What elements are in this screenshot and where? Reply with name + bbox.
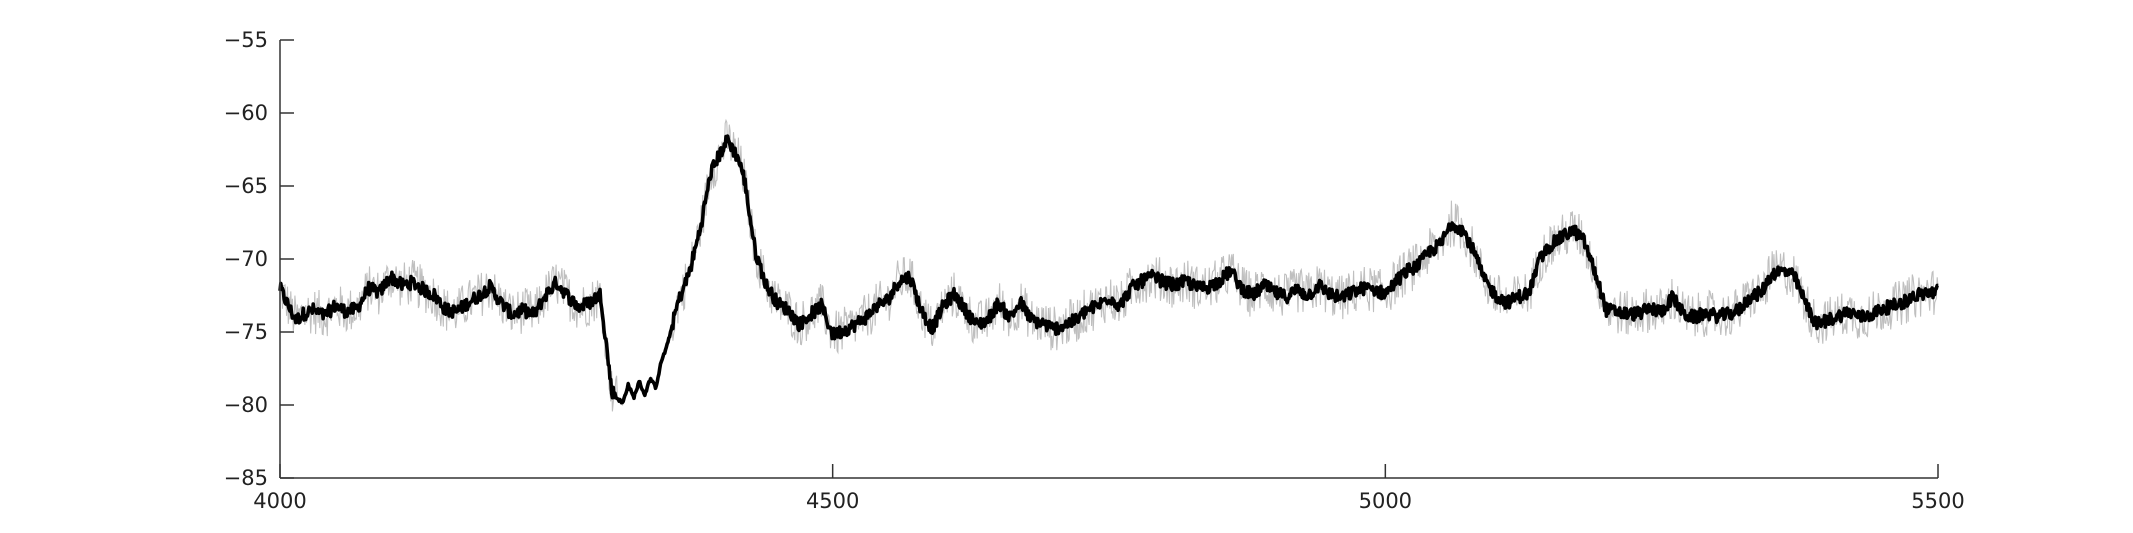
x-tick-label: 5500 [1911, 489, 1964, 513]
y-tick-label: −65 [224, 174, 268, 198]
series-line [278, 134, 1939, 405]
y-axis-ticks: −55 −60 −65 −70 −75 −80 −85 [224, 28, 294, 490]
axes [279, 40, 1938, 479]
x-tick-label: 5000 [1359, 489, 1412, 513]
x-tick-label: 4000 [253, 489, 306, 513]
y-tick-label: −80 [224, 393, 268, 417]
y-tick-label: −75 [224, 320, 268, 344]
noise-band [279, 118, 1939, 412]
series-line-group [278, 134, 1939, 405]
y-tick-label: −60 [224, 101, 268, 125]
noise-band-trace [279, 118, 1939, 412]
x-axis-ticks: 4000 4500 5000 5500 [253, 464, 1965, 513]
y-tick-label: −85 [224, 466, 268, 490]
y-tick-label: −55 [224, 28, 268, 52]
x-tick-label: 4500 [806, 489, 859, 513]
y-tick-label: −70 [224, 247, 268, 271]
